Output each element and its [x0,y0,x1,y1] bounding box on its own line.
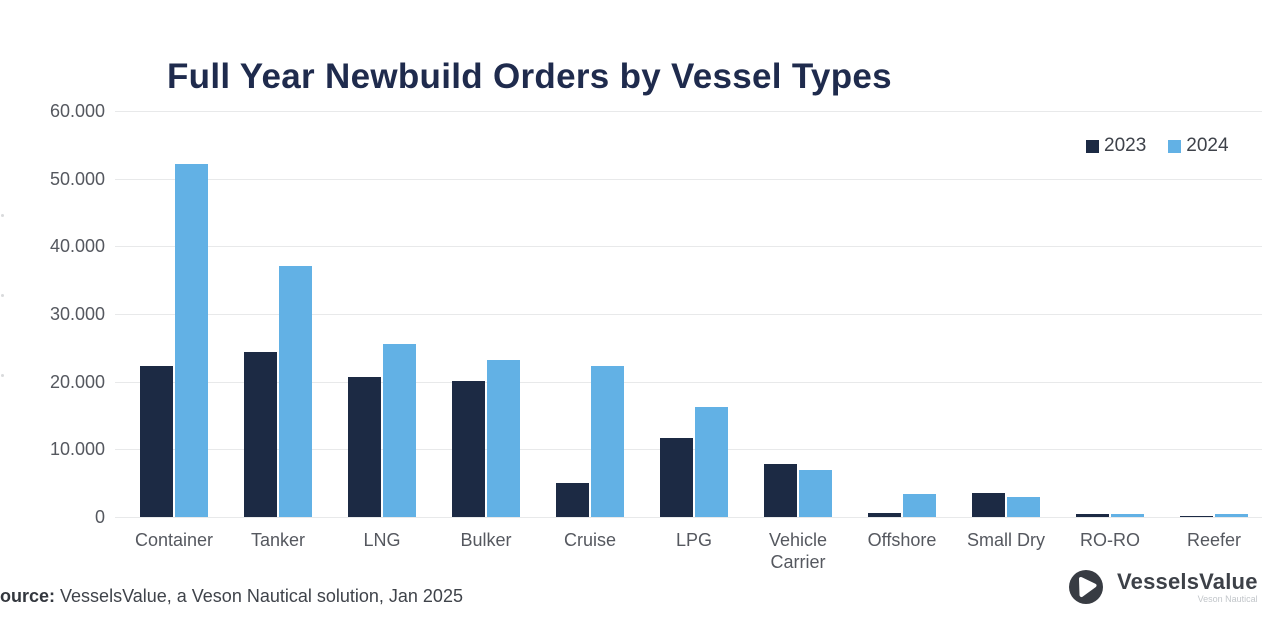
bar-2024-ro-ro [1111,514,1144,517]
edge-artifact-dot [1,294,4,297]
x-label-small-dry: Small Dry [966,530,1045,550]
bar-group-ro-ro [1076,513,1144,517]
legend-label-2024: 2024 [1186,135,1229,156]
bar-group-lng [348,344,416,517]
legend-swatch-2024 [1168,139,1182,153]
y-tick-30-000: 30.000 [49,304,105,324]
bar-2023-ro-ro [1076,513,1109,517]
gridline [115,111,1262,112]
vesselsvalue-logo: VesselsValue Veson Nautical [1068,569,1258,605]
bar-2024-cruise [591,366,624,517]
x-label-lng: LNG [363,530,401,550]
legend-item-2024: 2024 [1168,135,1229,157]
y-tick-10-000: 10.000 [49,439,105,460]
legend-swatch-2023 [1086,139,1099,153]
x-axis: Container Tanker LNG Bulker Cruise LPG Vehicle… [115,529,1262,589]
bar-2023-small-dry [972,492,1005,517]
edge-artifact-dot [1,374,4,377]
bar-2024-container [175,163,208,517]
y-axis: 60.000 50.000 40.000 30.000 20.000 10.000 0 [0,101,105,527]
chart-title: Full Year Newbuild Orders by Vessel Type… [167,57,892,96]
bar-2024-tanker [279,265,312,517]
edge-artifact-dot [1,214,4,217]
bar-group-cruise [556,366,624,517]
gridline [115,246,1262,248]
vesselsvalue-brand: VesselsValue [1117,569,1258,594]
gridline [115,381,1262,383]
source-label: ource: [0,586,56,606]
x-label-vehicle-carrier: Vehicle Carrier [768,530,828,572]
gridline [115,517,1262,518]
y-tick-0: 0 [94,507,105,527]
y-tick-60-000: 60.000 [49,101,105,121]
bar-2024-offshore [903,494,936,517]
x-label-offshore: Offshore [867,530,937,550]
vesselsvalue-logo-text: VesselsValue Veson Nautical [1117,569,1258,605]
bar-group-container [140,163,208,517]
x-label-tanker: Tanker [250,530,306,550]
bar-group-reefer [1180,514,1248,517]
x-label-bulker: Bulker [460,530,512,550]
gridline [115,314,1262,315]
bar-2024-vehicle-carrier [799,470,832,517]
x-label-container: Container [134,530,214,550]
x-label-ro-ro: RO-RO [1080,530,1140,550]
bar-2024-lpg [695,406,728,517]
gridline [115,178,1262,180]
bar-2023-vehicle-carrier [764,463,797,517]
y-tick-50-000: 50.000 [49,168,105,189]
vesselsvalue-logo-icon [1069,570,1103,604]
plot-area [115,111,1262,518]
bar-group-lpg [660,406,728,517]
source-note: ource: VesselsValue, a Veson Nautical so… [0,586,463,607]
legend-label-2023: 2023 [1104,135,1147,156]
bar-2023-tanker [244,351,277,517]
bar-group-small-dry [972,492,1040,517]
x-label-cruise: Cruise [563,530,616,550]
bar-group-offshore [868,494,936,517]
bar-2023-lpg [660,437,693,517]
y-tick-20-000: 20.000 [49,371,105,392]
x-label-lpg: LPG [675,530,713,550]
bar-2023-reefer [1180,516,1213,517]
bar-2024-reefer [1215,514,1248,517]
bar-group-vehicle-carrier [764,463,832,517]
bar-2024-lng [383,344,416,517]
legend: 2023 2024 [1086,135,1229,157]
source-text: VesselsValue, a Veson Nautical solution,… [60,586,463,606]
bar-2023-container [140,366,173,517]
bar-2023-cruise [556,482,589,517]
y-tick-40-000: 40.000 [49,236,105,257]
bar-2023-bulker [452,381,485,517]
bar-group-tanker [244,265,312,517]
bar-2023-lng [348,376,381,517]
bar-2024-small-dry [1007,497,1040,517]
legend-item-2023: 2023 [1086,135,1146,157]
x-label-reefer: Reefer [1186,530,1242,550]
bar-2024-bulker [487,360,520,517]
bar-2023-offshore [868,512,901,517]
vesselsvalue-subtitle: Veson Nautical [1197,594,1258,604]
bar-group-bulker [452,360,520,517]
